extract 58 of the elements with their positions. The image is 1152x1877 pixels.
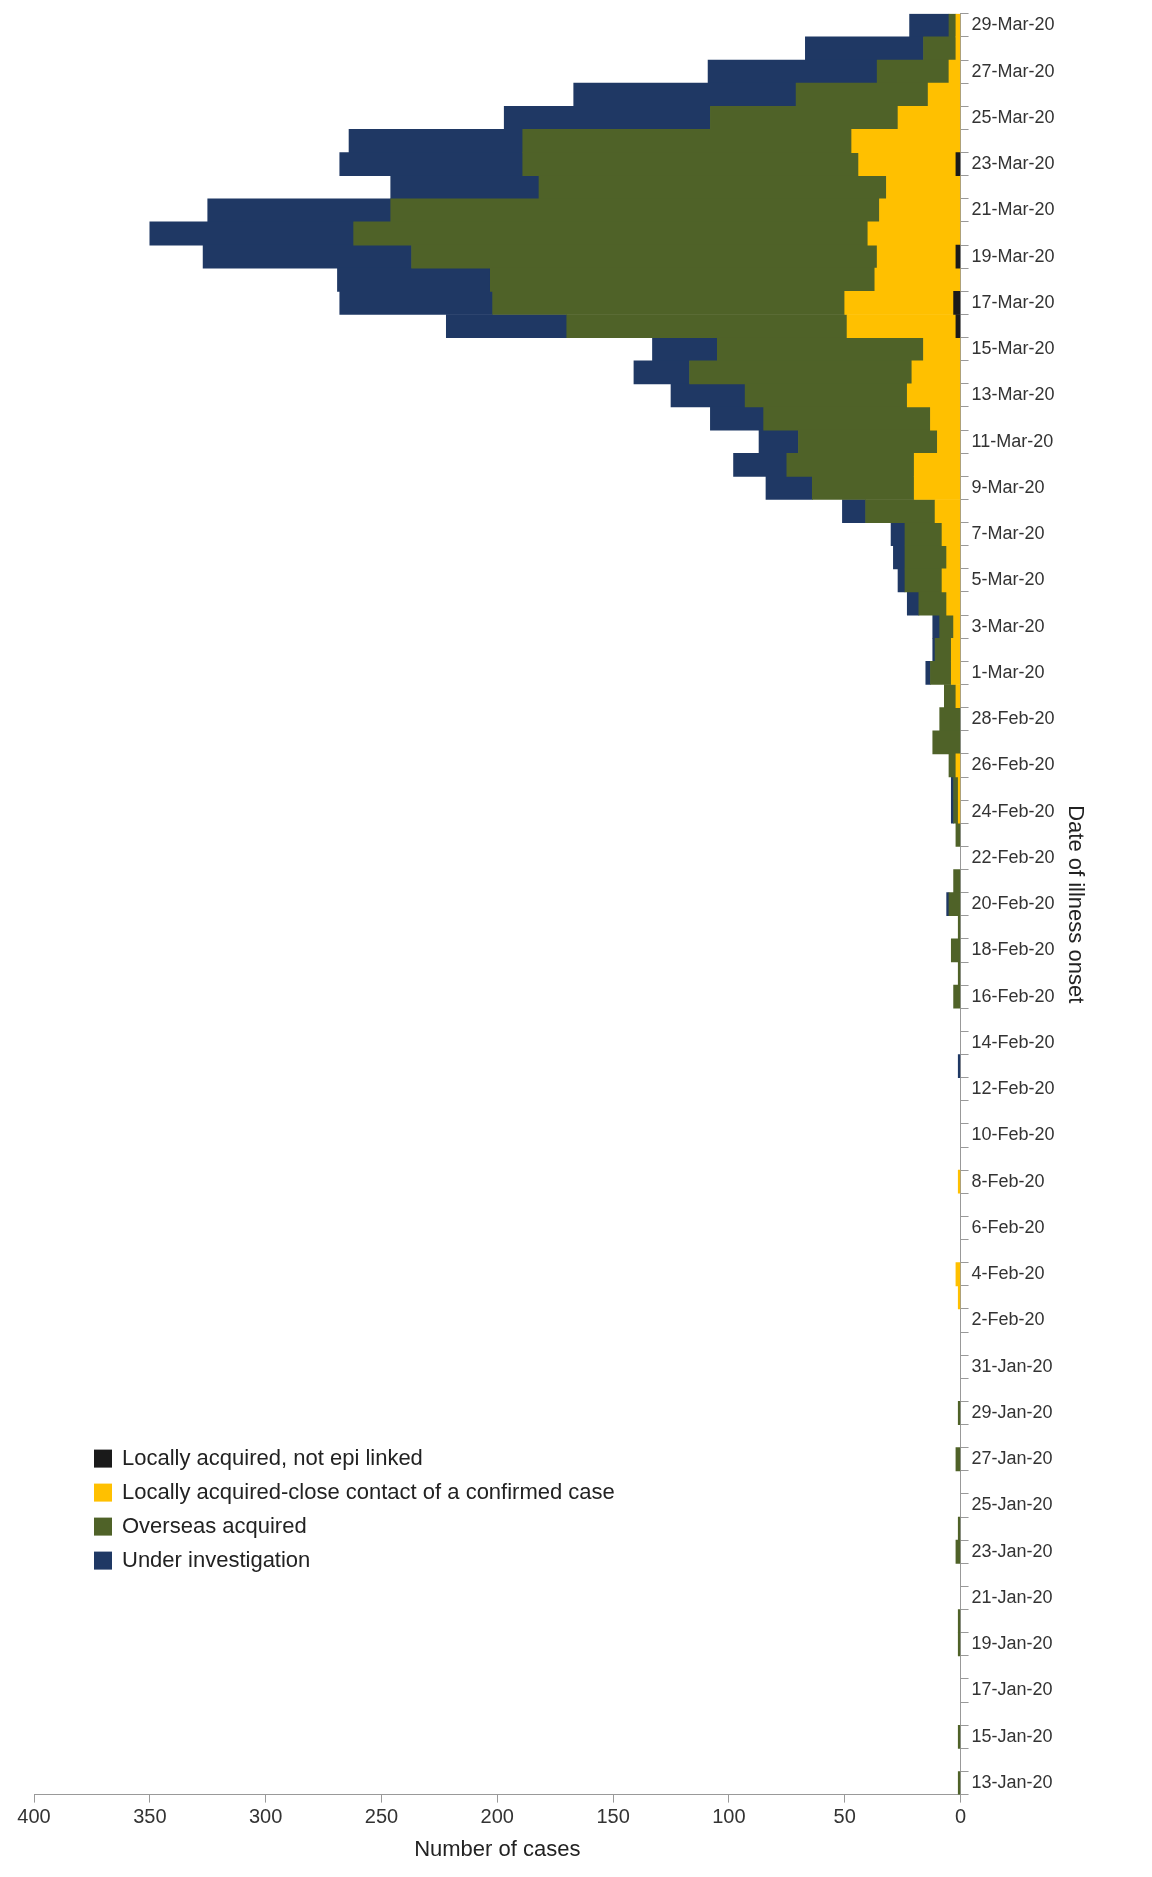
y-tick-label: 15-Mar-20: [971, 338, 1055, 359]
y-tick-label: 7-Mar-20: [971, 523, 1045, 544]
y-tick-label: 8-Feb-20: [971, 1170, 1045, 1191]
y-tick-label: 11-Mar-20: [971, 430, 1054, 451]
y-tick-label: 14-Feb-20: [971, 1031, 1055, 1052]
y-tick-label: 3-Mar-20: [971, 615, 1045, 636]
bar: [925, 661, 931, 685]
y-tick-label: 10-Feb-20: [971, 1124, 1055, 1145]
legend-label: Under investigation: [122, 1546, 311, 1572]
y-tick-label: 20-Feb-20: [971, 893, 1055, 914]
y-tick-label: 19-Mar-20: [971, 245, 1055, 266]
y-tick-label: 27-Jan-20: [971, 1448, 1053, 1469]
y-tick-label: 16-Feb-20: [971, 985, 1055, 1006]
y-tick-label: 12-Feb-20: [971, 1078, 1055, 1099]
x-tick-label: 300: [248, 1805, 283, 1828]
y-tick-label: 2-Feb-20: [971, 1309, 1045, 1330]
legend-label: Overseas acquired: [122, 1512, 307, 1538]
y-axis-title: Date of illness onset: [1063, 805, 1089, 1004]
y-tick-label: 24-Feb-20: [971, 800, 1055, 821]
y-tick-label: 29-Mar-20: [971, 14, 1055, 35]
y-tick-label: 26-Feb-20: [971, 754, 1055, 775]
y-tick-label: 29-Jan-20: [971, 1401, 1053, 1422]
x-tick-label: 0: [954, 1805, 967, 1828]
x-tick-label: 150: [596, 1805, 630, 1828]
y-tick-label: 5-Mar-20: [971, 569, 1045, 590]
x-tick-label: 200: [480, 1805, 514, 1828]
y-tick-label: 25-Jan-20: [971, 1494, 1053, 1515]
y-tick-label: 1-Mar-20: [971, 661, 1045, 682]
x-tick-label: 250: [364, 1805, 399, 1828]
y-tick-label: 23-Mar-20: [971, 153, 1055, 174]
y-tick-label: 18-Feb-20: [971, 939, 1055, 960]
y-tick-label: 6-Feb-20: [971, 1216, 1045, 1237]
bar: [906, 591, 920, 616]
y-tick-label: 9-Mar-20: [971, 476, 1045, 497]
y-tick-label: 31-Jan-20: [971, 1355, 1053, 1376]
bar: [946, 892, 950, 917]
x-axis-title: Number of cases: [414, 1835, 581, 1861]
y-tick-label: 21-Mar-20: [971, 199, 1055, 220]
y-tick-label: 21-Jan-20: [971, 1586, 1053, 1607]
y-tick-label: 13-Mar-20: [971, 384, 1055, 405]
x-tick-label: 100: [712, 1805, 746, 1828]
y-tick-label: 25-Mar-20: [971, 106, 1055, 127]
x-tick-label: 50: [833, 1805, 856, 1828]
legend-label: Locally acquired, not epi linked: [122, 1444, 423, 1470]
legend-label: Locally acquired-close contact of a confirmed case: [122, 1478, 615, 1504]
y-tick-label: 22-Feb-20: [971, 846, 1055, 867]
x-tick-label: 400: [17, 1805, 51, 1828]
y-tick-label: 17-Mar-20: [971, 291, 1055, 312]
x-tick-label: 350: [133, 1805, 167, 1828]
y-tick-label: 15-Jan-20: [971, 1725, 1053, 1746]
y-tick-label: 4-Feb-20: [971, 1263, 1045, 1284]
y-tick-label: 23-Jan-20: [971, 1540, 1053, 1561]
bar: [842, 499, 866, 523]
y-tick-label: 28-Feb-20: [971, 708, 1055, 729]
y-tick-label: 19-Jan-20: [971, 1633, 1053, 1654]
y-tick-label: 17-Jan-20: [971, 1679, 1053, 1700]
y-tick-label: 13-Jan-20: [971, 1772, 1053, 1793]
y-tick-label: 27-Mar-20: [971, 60, 1055, 81]
